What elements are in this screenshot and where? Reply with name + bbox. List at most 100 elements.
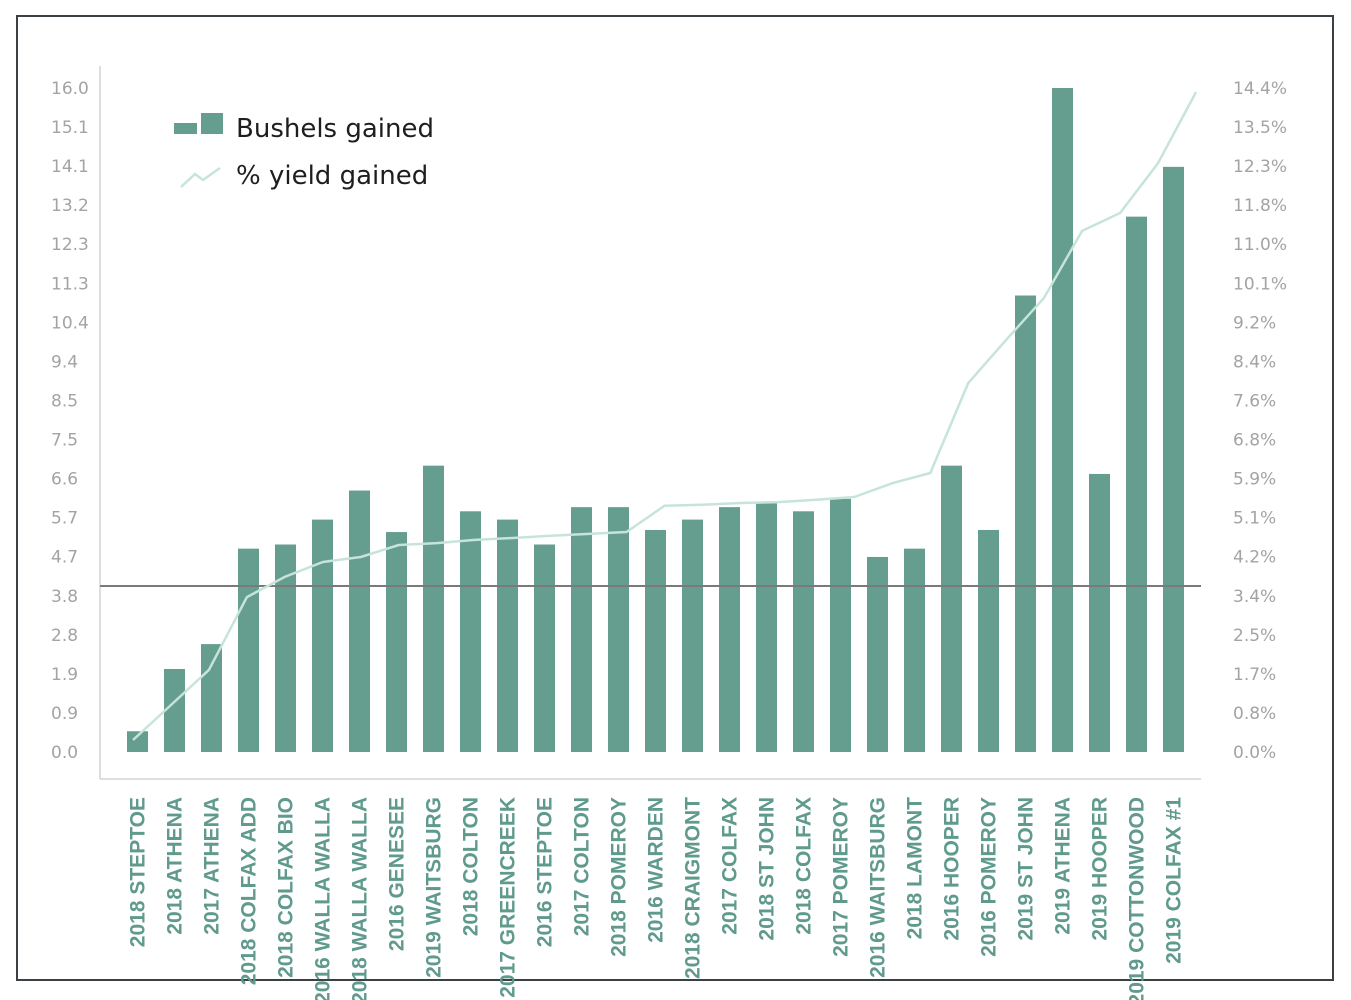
category-label: 2019 HOOPER: [1089, 797, 1112, 941]
bar: [127, 731, 148, 752]
category-label: 2016 POMEROY: [978, 797, 1001, 957]
category-label: 2018 WALLA WALLA: [349, 797, 372, 1000]
right-tick-label: 1.7%: [1233, 665, 1276, 685]
right-tick-label: 13.5%: [1233, 118, 1287, 138]
bar: [867, 556, 888, 752]
bar: [608, 507, 629, 752]
bar: [904, 548, 925, 752]
left-tick-label: 14.1: [51, 157, 89, 177]
category-label: 2017 COLFAX: [719, 797, 742, 935]
bar: [941, 465, 962, 752]
left-tick-label: 6.6: [51, 470, 78, 490]
category-label: 2018 COLFAX: [793, 797, 816, 935]
left-tick-label: 1.9: [51, 665, 78, 685]
left-axis-ticks: 0.0 0.9 1.9 2.8 3.8 4.7 5.7 6.6 7.5 8.5 9.4 10.4 11.…: [51, 79, 89, 763]
category-label: 2016 STEPTOE: [534, 797, 557, 947]
legend-label-yield: % yield gained: [236, 161, 428, 191]
right-tick-label: 10.1%: [1233, 274, 1287, 294]
category-label: 2017 POMEROY: [830, 797, 853, 957]
bar: [1163, 166, 1184, 753]
bar: [571, 507, 592, 752]
legend-item-yield: % yield gained: [180, 161, 428, 191]
left-tick-label: 10.4: [51, 313, 89, 333]
left-tick-label: 16.0: [51, 79, 89, 99]
bar: [312, 519, 333, 752]
category-label: 2018 ATHENA: [164, 797, 187, 935]
category-label: 2018 POMEROY: [608, 797, 631, 957]
left-tick-label: 0.9: [51, 704, 78, 724]
bar: [349, 490, 370, 752]
right-tick-label: 2.5%: [1233, 626, 1276, 646]
left-tick-label: 13.2: [51, 196, 89, 216]
bar: [756, 503, 777, 752]
category-label: 2019 COTTONWOOD: [1126, 797, 1149, 1000]
category-label: 2019 ST JOHN: [1015, 797, 1038, 941]
right-tick-label: 9.2%: [1233, 313, 1276, 333]
category-labels: 2018 STEPTOE 2018 ATHENA 2017 ATHENA 2018 C…: [127, 797, 1186, 1000]
left-tick-label: 11.3: [51, 274, 89, 294]
category-label: 2019 COLFAX #1: [1163, 797, 1186, 964]
bar: [238, 548, 259, 752]
bar: [534, 544, 555, 752]
left-tick-label: 9.4: [51, 352, 78, 372]
category-label: 2016 WAITSBURG: [867, 797, 890, 978]
axes: [99, 66, 1201, 780]
right-axis-ticks: 0.0% 0.8% 1.7% 2.5% 3.4% 4.2% 5.1% 5.9% 6.8% 7.6%…: [1233, 79, 1287, 763]
left-tick-label: 3.8: [51, 587, 78, 607]
category-label: 2018 COLFAX BIO: [275, 797, 298, 978]
line-swatch-icon: [180, 166, 221, 188]
category-label: 2019 ATHENA: [1052, 797, 1075, 935]
left-tick-label: 12.3: [51, 235, 89, 255]
bar: [793, 511, 814, 752]
left-tick-label: 7.5: [51, 431, 78, 451]
legend: Bushels gained % yield gained: [174, 113, 434, 191]
left-tick-label: 8.5: [51, 391, 78, 411]
legend-label-bushels: Bushels gained: [236, 114, 434, 144]
right-tick-label: 8.4%: [1233, 352, 1276, 372]
left-tick-label: 15.1: [51, 118, 89, 138]
bar: [1089, 473, 1110, 752]
right-tick-label: 11.0%: [1233, 235, 1287, 255]
bar: [719, 507, 740, 752]
bar: [1015, 295, 1036, 752]
right-tick-label: 12.3%: [1233, 157, 1287, 177]
category-label: 2018 ST JOHN: [756, 797, 779, 941]
right-tick-label: 11.8%: [1233, 196, 1287, 216]
category-label: 2018 STEPTOE: [127, 797, 150, 947]
bar: [423, 465, 444, 752]
category-label: 2018 LAMONT: [904, 797, 927, 940]
bar: [978, 529, 999, 752]
right-tick-label: 0.8%: [1233, 704, 1276, 724]
left-tick-label: 5.7: [51, 509, 78, 529]
bar: [201, 644, 222, 752]
left-tick-label: 2.8: [51, 626, 78, 646]
category-label: 2016 HOOPER: [941, 797, 964, 941]
category-label: 2016 WALLA WALLA: [312, 797, 335, 1000]
right-tick-label: 5.9%: [1233, 470, 1276, 490]
category-label: 2018 COLTON: [460, 797, 483, 936]
left-tick-label: 4.7: [51, 548, 78, 568]
right-tick-label: 5.1%: [1233, 509, 1276, 529]
bar: [645, 529, 666, 752]
category-label: 2018 CRAIGMONT: [682, 797, 705, 979]
category-label: 2017 COLTON: [571, 797, 594, 936]
bars-series: [127, 88, 1184, 753]
bar: [275, 544, 296, 752]
bar: [497, 519, 518, 752]
legend-item-bushels: Bushels gained: [174, 113, 434, 144]
right-tick-label: 7.6%: [1233, 391, 1276, 411]
category-label: 2017 ATHENA: [201, 797, 224, 935]
bar: [830, 498, 851, 752]
bar: [1052, 88, 1073, 752]
category-label: 2017 GREENCREEK: [497, 797, 520, 998]
category-label: 2016 WARDEN: [645, 797, 668, 943]
bar: [682, 519, 703, 752]
right-tick-label: 4.2%: [1233, 548, 1276, 568]
category-label: 2019 WAITSBURG: [423, 797, 446, 978]
bar: [1126, 216, 1147, 752]
left-tick-label: 0.0: [51, 743, 78, 763]
right-tick-label: 14.4%: [1233, 79, 1287, 99]
right-tick-label: 6.8%: [1233, 431, 1276, 451]
chart-frame: [16, 15, 1334, 981]
